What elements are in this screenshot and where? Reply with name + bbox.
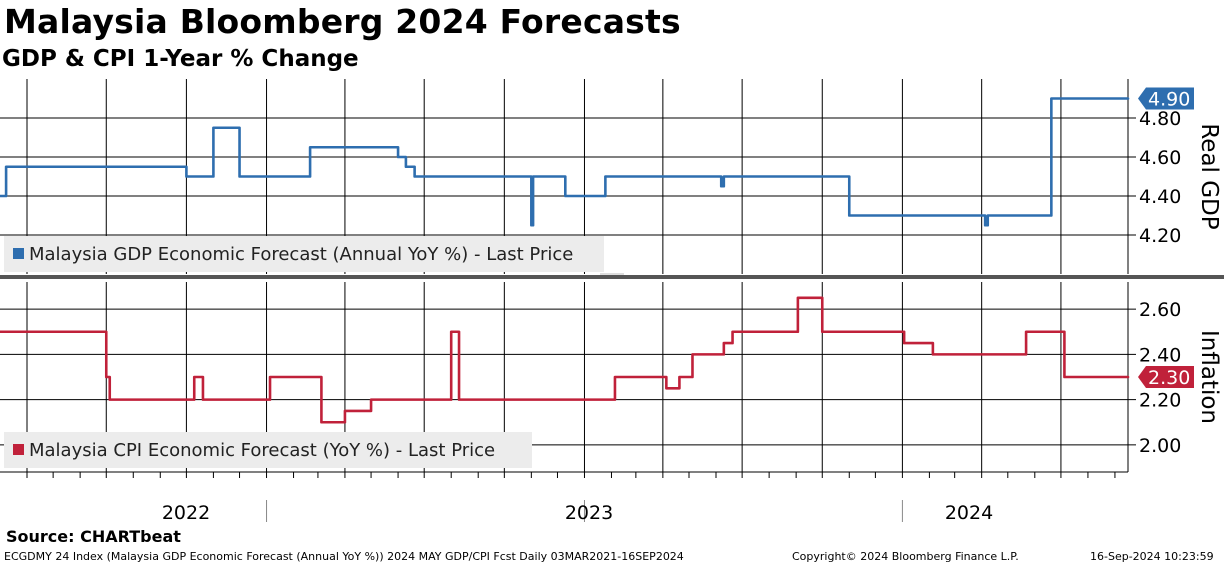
y-tick-label: 2.40 [1139,344,1181,366]
x-tick-label: 2024 [945,502,993,524]
x-tick-label: 2023 [565,502,613,524]
source-note: Source: CHARTbeat [6,527,181,546]
last-value-tag [1138,87,1194,110]
x-tick-label: 2022 [162,502,210,524]
panel-divider [0,275,1224,279]
legend-label: Malaysia CPI Economic Forecast (YoY %) -… [29,440,495,461]
timestamp: 16-Sep-2024 10:23:59 [1090,550,1214,563]
y-axis-title: Inflation [1196,330,1222,424]
ticker-info: ECGDMY 24 Index (Malaysia GDP Economic F… [4,550,684,563]
y-tick-label: 2.00 [1139,435,1181,457]
legend-swatch [13,248,24,259]
y-tick-label: 4.40 [1139,186,1181,208]
y-tick-label: 2.60 [1139,299,1181,321]
legend-box [4,432,532,468]
last-value-tag [1138,366,1194,388]
chart-title: Malaysia Bloomberg 2024 Forecasts [4,2,681,41]
last-value-label: 2.30 [1148,367,1190,389]
legend-label: Malaysia GDP Economic Forecast (Annual Y… [29,244,573,265]
y-tick-label: 4.80 [1139,108,1181,130]
y-tick-label: 4.60 [1139,147,1181,169]
series-line [0,296,1130,424]
y-tick-label: 2.20 [1139,390,1181,412]
chart-subtitle: GDP & CPI 1-Year % Change [2,46,359,72]
copyright-note: Copyright© 2024 Bloomberg Finance L.P. [792,550,1019,563]
y-tick-label: 4.20 [1139,225,1181,247]
legend-box [4,236,604,272]
y-axis-title: Real GDP [1196,123,1222,229]
last-value-label: 4.90 [1148,89,1190,111]
legend-swatch [13,444,24,455]
series-line [0,97,1130,227]
